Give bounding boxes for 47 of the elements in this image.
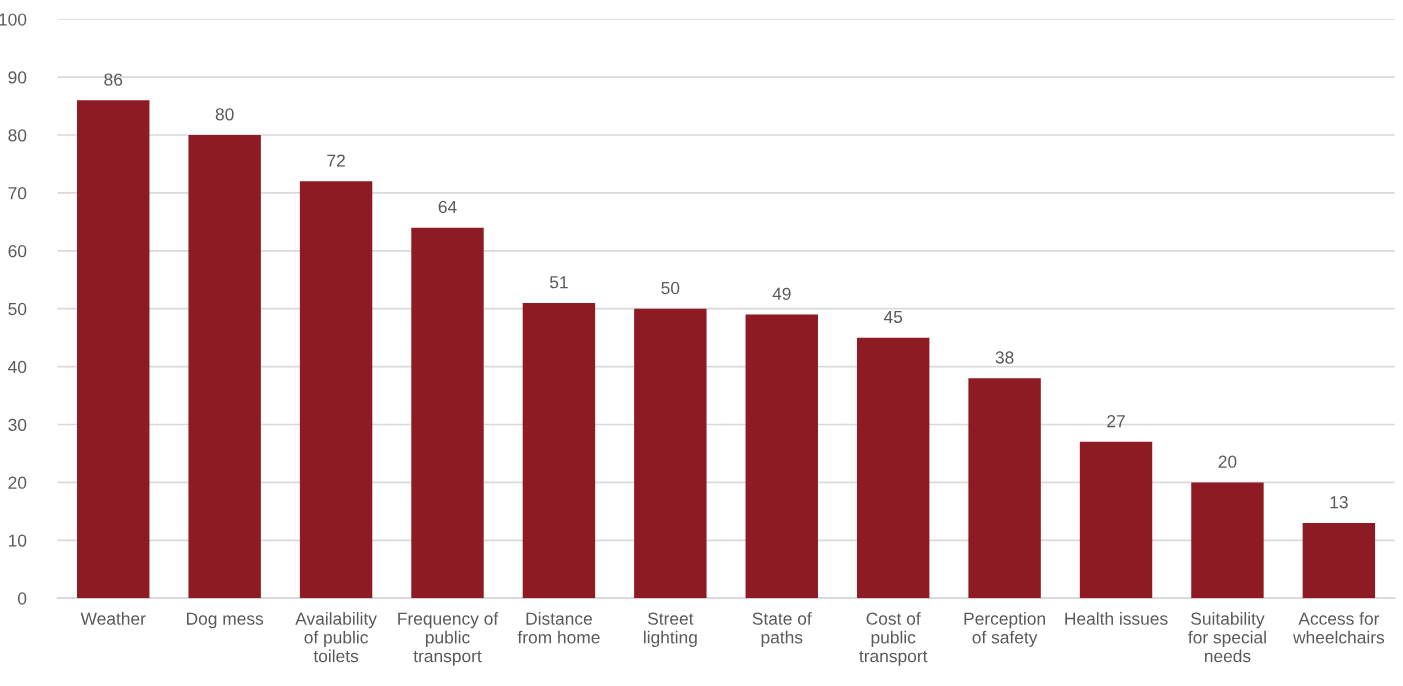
x-tick-label: Dog mess xyxy=(187,612,264,629)
data-label: 86 xyxy=(104,73,123,86)
data-label: 49 xyxy=(772,287,791,300)
y-tick-label: 0 xyxy=(17,592,27,605)
data-label: 51 xyxy=(549,276,568,289)
x-tick-label: Weather xyxy=(80,612,146,625)
y-tick-label: 90 xyxy=(8,71,27,84)
data-label: 80 xyxy=(215,108,234,121)
data-label: 38 xyxy=(995,351,1014,364)
data-label: 45 xyxy=(883,310,903,324)
x-tick-label: Street lighting xyxy=(644,612,697,647)
x-tick-label: Suitability for special needs xyxy=(1188,612,1266,663)
bar xyxy=(745,314,818,599)
y-tick-label: 50 xyxy=(8,302,27,316)
bar xyxy=(77,100,150,599)
data-label: 27 xyxy=(1107,415,1125,428)
x-tick-label: Access for wheelchairs xyxy=(1293,612,1385,644)
y-tick-label: 20 xyxy=(8,476,27,489)
data-label: 64 xyxy=(438,200,457,214)
x-tick-label: Perception of safety xyxy=(964,612,1045,647)
bar xyxy=(1191,482,1264,599)
bar xyxy=(522,302,596,599)
data-label: 72 xyxy=(327,154,345,167)
bar xyxy=(634,308,707,599)
x-tick-label: State of paths xyxy=(752,612,812,647)
y-tick-label: 80 xyxy=(8,129,27,142)
y-tick-label: 60 xyxy=(8,244,27,258)
bar xyxy=(411,227,484,599)
bar xyxy=(856,337,930,599)
y-tick-label: 70 xyxy=(8,187,27,200)
x-tick-label: Availability of public toilets xyxy=(295,612,377,663)
bar xyxy=(1302,522,1376,599)
y-tick-label: 10 xyxy=(8,534,27,547)
y-tick-label: 40 xyxy=(8,360,27,374)
bar xyxy=(188,135,261,599)
x-tick-label: Cost of public transport xyxy=(859,612,928,666)
data-label: 20 xyxy=(1218,455,1237,468)
data-label: 50 xyxy=(661,281,680,295)
y-tick-label: 100 xyxy=(0,13,27,26)
x-tick-label: Distance from home xyxy=(517,612,600,644)
bar xyxy=(1079,441,1153,599)
bar xyxy=(968,378,1041,599)
bar xyxy=(299,181,373,599)
x-tick-label: Frequency of public transport xyxy=(398,612,499,666)
data-label: 13 xyxy=(1330,496,1348,509)
x-tick-label: Health issues xyxy=(1065,612,1168,625)
y-tick-label: 30 xyxy=(8,418,27,431)
